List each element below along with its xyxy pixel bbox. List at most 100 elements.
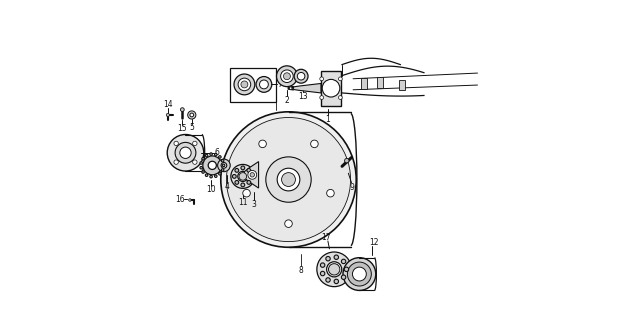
Circle shape bbox=[326, 262, 342, 277]
Circle shape bbox=[202, 158, 204, 160]
Text: 3: 3 bbox=[252, 200, 256, 209]
Circle shape bbox=[174, 141, 179, 146]
Circle shape bbox=[289, 87, 292, 89]
Bar bbox=[399, 80, 404, 90]
Circle shape bbox=[238, 171, 248, 181]
Circle shape bbox=[348, 262, 371, 286]
Circle shape bbox=[294, 69, 308, 83]
Circle shape bbox=[221, 159, 224, 162]
Circle shape bbox=[339, 96, 342, 100]
Circle shape bbox=[241, 81, 248, 88]
Circle shape bbox=[202, 171, 204, 173]
Circle shape bbox=[180, 108, 184, 112]
Circle shape bbox=[227, 117, 351, 242]
Circle shape bbox=[250, 175, 253, 178]
Circle shape bbox=[205, 174, 208, 176]
Circle shape bbox=[200, 162, 202, 164]
Circle shape bbox=[214, 153, 217, 156]
Circle shape bbox=[285, 220, 292, 227]
Circle shape bbox=[322, 79, 340, 97]
Circle shape bbox=[284, 73, 291, 80]
Circle shape bbox=[193, 160, 197, 164]
Circle shape bbox=[221, 163, 227, 168]
Circle shape bbox=[334, 279, 339, 284]
Circle shape bbox=[189, 199, 191, 201]
Circle shape bbox=[353, 267, 366, 281]
Text: 15: 15 bbox=[177, 124, 187, 133]
Circle shape bbox=[238, 78, 251, 91]
Circle shape bbox=[317, 252, 351, 287]
Circle shape bbox=[282, 173, 296, 186]
Circle shape bbox=[259, 140, 266, 148]
Circle shape bbox=[222, 164, 225, 167]
Circle shape bbox=[326, 256, 330, 261]
Circle shape bbox=[320, 77, 324, 81]
Circle shape bbox=[276, 66, 298, 87]
Circle shape bbox=[210, 175, 212, 178]
Circle shape bbox=[277, 168, 300, 191]
Circle shape bbox=[256, 77, 272, 92]
Circle shape bbox=[235, 169, 239, 172]
Circle shape bbox=[175, 142, 196, 163]
Circle shape bbox=[232, 175, 236, 178]
Circle shape bbox=[239, 173, 246, 180]
Circle shape bbox=[343, 258, 376, 290]
Circle shape bbox=[214, 175, 217, 177]
Circle shape bbox=[341, 275, 346, 279]
Circle shape bbox=[310, 140, 318, 148]
Circle shape bbox=[166, 113, 170, 117]
Circle shape bbox=[218, 159, 230, 172]
Circle shape bbox=[334, 255, 339, 260]
Circle shape bbox=[231, 164, 255, 188]
Circle shape bbox=[234, 74, 255, 95]
Circle shape bbox=[203, 156, 221, 175]
Circle shape bbox=[298, 72, 305, 80]
Text: 7: 7 bbox=[277, 80, 282, 89]
Circle shape bbox=[180, 147, 191, 158]
Circle shape bbox=[321, 271, 325, 276]
Text: 6: 6 bbox=[214, 148, 220, 157]
Bar bbox=[321, 71, 341, 106]
Circle shape bbox=[247, 180, 251, 184]
Circle shape bbox=[235, 180, 239, 184]
Circle shape bbox=[208, 161, 216, 169]
Text: 9: 9 bbox=[349, 183, 354, 192]
Text: 11: 11 bbox=[238, 198, 248, 207]
Circle shape bbox=[167, 135, 204, 171]
Circle shape bbox=[188, 111, 196, 119]
Circle shape bbox=[241, 183, 244, 187]
Circle shape bbox=[205, 154, 208, 157]
Circle shape bbox=[260, 80, 268, 89]
Circle shape bbox=[248, 170, 257, 179]
Circle shape bbox=[344, 267, 349, 272]
Text: 1: 1 bbox=[326, 115, 330, 123]
Circle shape bbox=[326, 189, 334, 197]
Text: 13: 13 bbox=[298, 92, 307, 100]
Circle shape bbox=[339, 77, 342, 81]
Circle shape bbox=[221, 169, 224, 171]
Text: 8: 8 bbox=[299, 266, 303, 275]
Circle shape bbox=[200, 166, 202, 169]
Circle shape bbox=[247, 169, 251, 172]
Text: 5: 5 bbox=[189, 123, 194, 132]
Circle shape bbox=[241, 166, 244, 170]
Text: 2: 2 bbox=[285, 96, 289, 105]
Text: 12: 12 bbox=[369, 238, 378, 247]
Circle shape bbox=[344, 158, 349, 163]
Circle shape bbox=[328, 264, 340, 275]
Circle shape bbox=[266, 157, 311, 202]
Circle shape bbox=[250, 173, 255, 177]
Circle shape bbox=[280, 70, 293, 83]
Circle shape bbox=[219, 156, 221, 158]
Bar bbox=[230, 68, 276, 102]
Circle shape bbox=[221, 112, 356, 247]
Circle shape bbox=[341, 259, 346, 264]
Polygon shape bbox=[293, 83, 321, 93]
Circle shape bbox=[320, 96, 324, 100]
Circle shape bbox=[219, 173, 221, 175]
Bar bbox=[377, 77, 383, 88]
Circle shape bbox=[326, 278, 330, 282]
Circle shape bbox=[321, 263, 325, 267]
Circle shape bbox=[210, 153, 212, 155]
Text: 16: 16 bbox=[175, 195, 185, 203]
